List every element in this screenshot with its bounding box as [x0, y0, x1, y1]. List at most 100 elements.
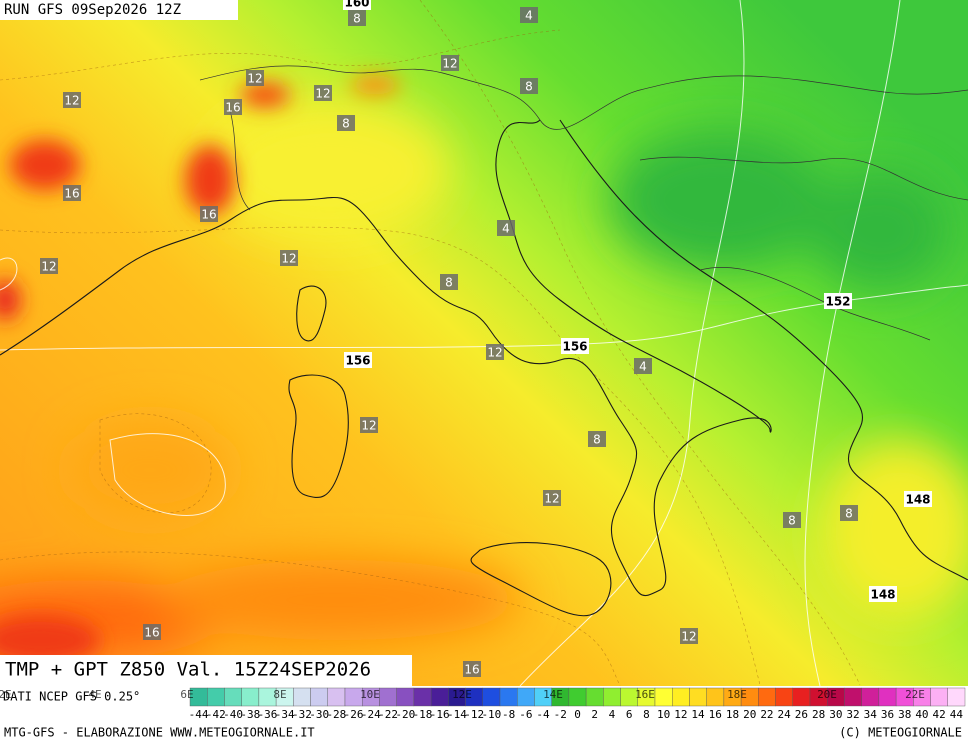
legend-swatch — [878, 687, 897, 707]
isotherm-label-box — [497, 220, 515, 236]
height-label-box — [869, 586, 897, 602]
isotherm-label-box — [63, 92, 81, 108]
isotherm-label: 4 — [520, 7, 538, 23]
isotherm-label-box — [63, 185, 81, 201]
isotherm-label-box — [314, 85, 332, 101]
isotherm-label: 12 — [246, 70, 264, 86]
isotherm-label-box — [463, 661, 481, 677]
run-box — [0, 0, 238, 20]
isotherm-label-text: 16 — [225, 101, 240, 115]
isotherm-label-text: 12 — [544, 492, 559, 506]
height-label-box — [824, 293, 852, 309]
height-label-box — [344, 352, 372, 368]
longitude-label: 16E — [635, 688, 655, 701]
legend-swatch — [241, 687, 260, 707]
isotherm-label-text: 16 — [64, 187, 79, 201]
isotherm-label-text: 12 — [442, 57, 457, 71]
legend-label: -24 — [361, 708, 381, 721]
isotherm-label-text: 12 — [361, 419, 376, 433]
color-legend: -44-42-40-38-36-34-32-30-28-26-24-22-20-… — [0, 687, 966, 721]
isotherm-label: 16 — [463, 661, 481, 677]
legend-label: -4 — [536, 708, 550, 721]
isotherm-label: 12 — [680, 628, 698, 644]
height-label-text: 152 — [825, 295, 850, 309]
isotherm-label: 8 — [440, 274, 458, 290]
isotherm-label-box — [200, 206, 218, 222]
isotherm-label: 4 — [634, 358, 652, 374]
height-label-text: 160 — [344, 0, 369, 10]
longitude-label: 8E — [273, 688, 286, 701]
legend-swatch — [844, 687, 862, 707]
legend-swatch — [310, 687, 328, 707]
isotherm-label-text: 8 — [445, 276, 453, 290]
legend-label: 8 — [643, 708, 650, 721]
isotherm-label: 12 — [40, 258, 58, 274]
isotherm-label-text: 12 — [64, 94, 79, 108]
legend-swatch — [499, 687, 518, 707]
isotherm-label-text: 12 — [281, 252, 296, 266]
borders — [199, 65, 968, 341]
isotherm-label: 12 — [486, 344, 504, 360]
legend-label: 14 — [691, 708, 705, 721]
legend-label: -30 — [309, 708, 329, 721]
legend-label: -10 — [481, 708, 501, 721]
isotherm-label: 12 — [360, 417, 378, 433]
legend-label: 20 — [743, 708, 756, 721]
isotherm-label: 8 — [520, 78, 538, 94]
legend-label: 40 — [915, 708, 928, 721]
legend-label: 38 — [898, 708, 911, 721]
legend-swatch — [224, 687, 242, 707]
legend-label: -18 — [413, 708, 433, 721]
legend-swatch — [758, 687, 776, 707]
isotherm-label: 8 — [348, 10, 366, 26]
isotherm-label: 16 — [200, 206, 218, 222]
legend-swatch — [379, 687, 397, 707]
legend-swatch — [792, 687, 811, 707]
legend-label: 42 — [933, 708, 946, 721]
height-label-text: 156 — [345, 354, 370, 368]
isotherm-label-text: 8 — [788, 514, 796, 528]
isotherm-label-box — [680, 628, 698, 644]
isotherm-label-text: 8 — [525, 80, 533, 94]
legend-swatch — [568, 687, 587, 707]
legend-label: 2 — [591, 708, 598, 721]
legend-label: 34 — [864, 708, 878, 721]
longitude-label: 10E — [360, 688, 380, 701]
isotherm-label: 4 — [497, 220, 515, 236]
longitude-label: 6E — [180, 688, 193, 701]
longitude-label: 4E — [88, 688, 101, 701]
isotherm-label-box — [360, 417, 378, 433]
isotherm-label-box — [280, 250, 298, 266]
legend-label: -28 — [326, 708, 346, 721]
isotherm-label-text: 4 — [525, 9, 533, 23]
isotherm-label-box — [440, 274, 458, 290]
height-label: 160 — [343, 0, 371, 10]
isotherm-label-text: 8 — [353, 12, 361, 26]
isotherm-label-text: 12 — [41, 260, 56, 274]
legend-label: 6 — [626, 708, 633, 721]
data-source: DATI NCEP GFS 0.25° — [3, 690, 140, 704]
legend-swatch — [603, 687, 621, 707]
legend-swatch — [207, 687, 225, 707]
legend-swatch — [689, 687, 707, 707]
legend-label: 0 — [574, 708, 581, 721]
height-label-text: 148 — [870, 588, 895, 602]
title-box — [0, 655, 412, 686]
geopotential-lines — [0, 0, 968, 686]
legend-swatch — [413, 687, 432, 707]
isotherm-label: 8 — [337, 115, 355, 131]
isotherm-label-text: 8 — [845, 507, 853, 521]
legend-label: -38 — [240, 708, 260, 721]
legend-label: 18 — [726, 708, 739, 721]
height-label-box — [904, 491, 932, 507]
isotherm-label-text: 16 — [144, 626, 159, 640]
isotherm-label-box — [40, 258, 58, 274]
isotherm-label-box — [143, 624, 161, 640]
isotherm-label-box — [246, 70, 264, 86]
isotherm-label: 16 — [63, 185, 81, 201]
isotherm-label-box — [486, 344, 504, 360]
longitude-label: 22E — [905, 688, 925, 701]
legend-label: 4 — [609, 708, 616, 721]
isotherm-label: 12 — [314, 85, 332, 101]
